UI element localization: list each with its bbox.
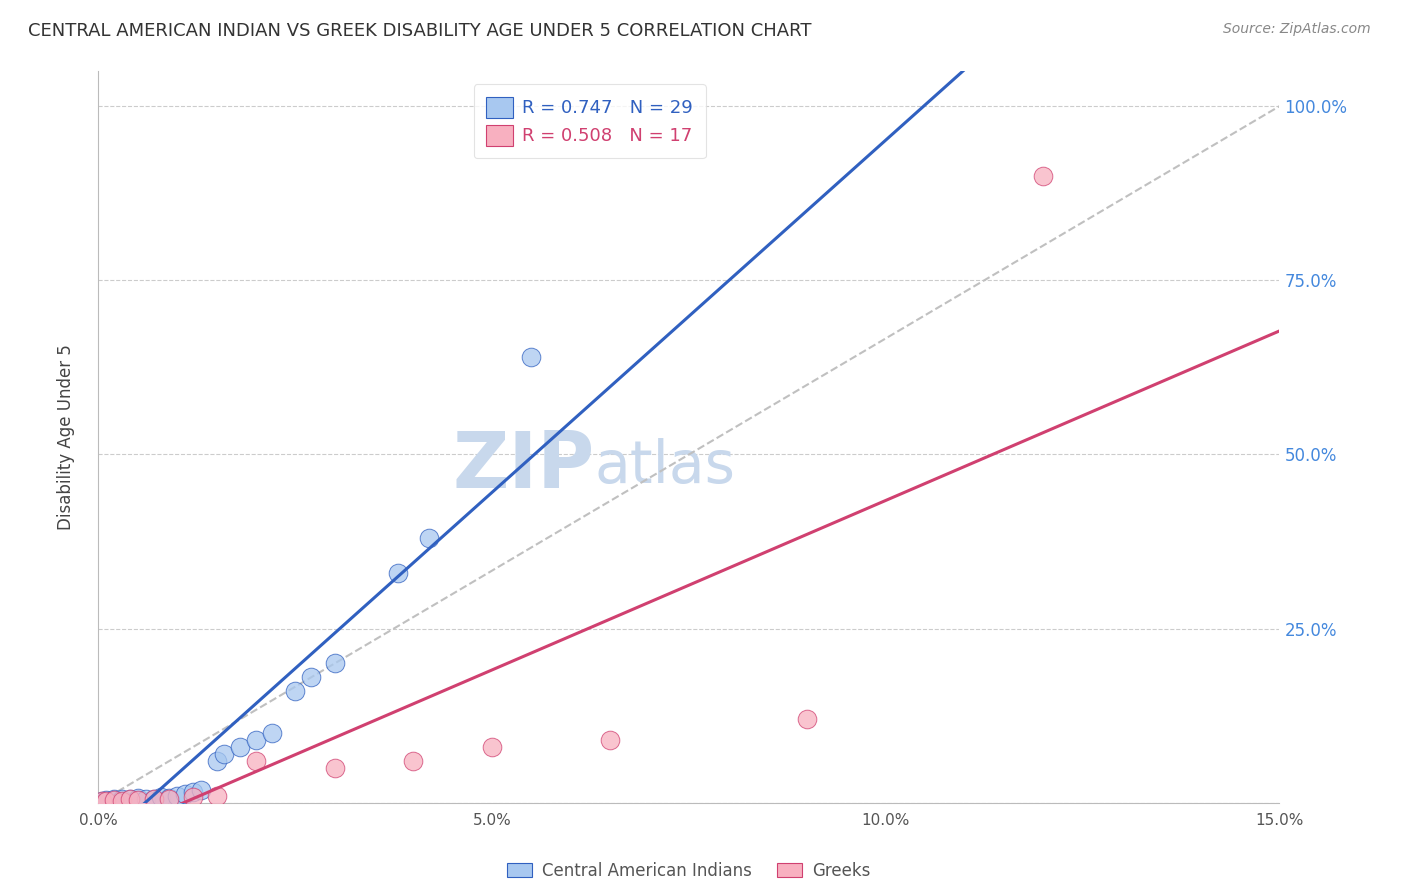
Point xyxy=(181,790,204,805)
Point xyxy=(103,793,125,807)
Point xyxy=(111,794,134,808)
Point xyxy=(245,754,267,768)
Point xyxy=(1032,169,1054,183)
Point xyxy=(245,733,267,747)
Text: ZIP: ZIP xyxy=(453,428,595,504)
Text: atlas: atlas xyxy=(595,438,735,495)
Point xyxy=(118,791,141,805)
Text: Source: ZipAtlas.com: Source: ZipAtlas.com xyxy=(1223,22,1371,37)
Point xyxy=(214,747,236,761)
Point xyxy=(323,657,346,671)
Point xyxy=(796,712,818,726)
Point xyxy=(103,793,125,807)
Point xyxy=(142,791,165,805)
Point xyxy=(96,794,118,808)
Point xyxy=(166,789,188,803)
Point xyxy=(181,785,204,799)
Point xyxy=(284,684,307,698)
Point xyxy=(229,740,252,755)
Point xyxy=(205,789,228,803)
Text: CENTRAL AMERICAN INDIAN VS GREEK DISABILITY AGE UNDER 5 CORRELATION CHART: CENTRAL AMERICAN INDIAN VS GREEK DISABIL… xyxy=(28,22,811,40)
Point xyxy=(190,783,212,797)
Point xyxy=(260,726,283,740)
Point xyxy=(91,794,114,808)
Point xyxy=(150,790,173,805)
Point xyxy=(323,761,346,775)
Point xyxy=(127,791,149,805)
Point xyxy=(135,792,157,806)
Point xyxy=(103,792,125,806)
Point xyxy=(418,531,440,545)
Point xyxy=(520,350,543,364)
Point xyxy=(299,670,322,684)
Point xyxy=(96,794,118,808)
Point xyxy=(142,791,165,805)
Point xyxy=(111,792,134,806)
Point xyxy=(205,754,228,768)
Point xyxy=(91,794,114,808)
Point xyxy=(96,793,118,807)
Point xyxy=(599,733,621,747)
Point xyxy=(111,794,134,808)
Point xyxy=(174,788,197,802)
Legend: Central American Indians, Greeks: Central American Indians, Greeks xyxy=(501,855,877,887)
Point xyxy=(127,793,149,807)
Point xyxy=(127,793,149,807)
Point xyxy=(387,566,409,580)
Point xyxy=(157,791,180,805)
Y-axis label: Disability Age Under 5: Disability Age Under 5 xyxy=(56,344,75,530)
Point xyxy=(481,740,503,755)
Point xyxy=(402,754,425,768)
Point xyxy=(157,792,180,806)
Point xyxy=(118,792,141,806)
